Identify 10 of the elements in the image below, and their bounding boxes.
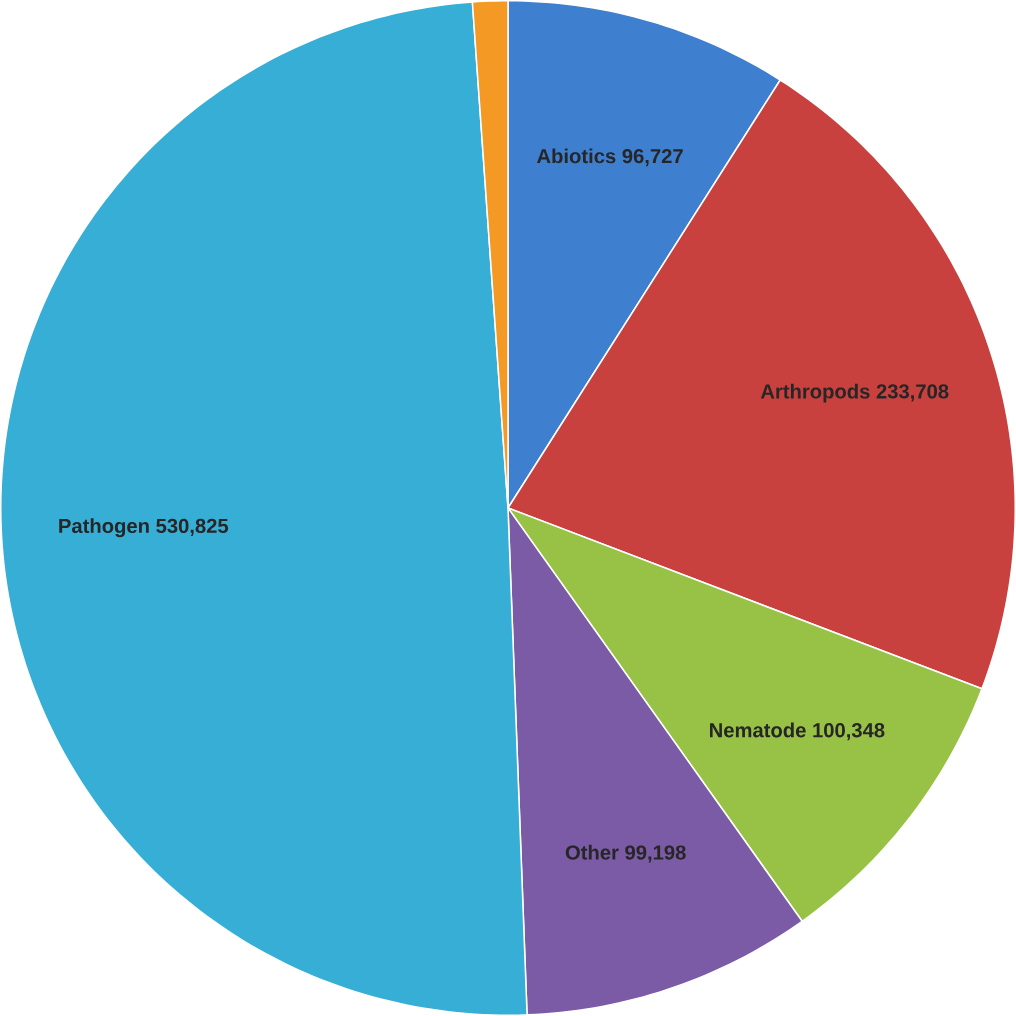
- data-label: 233,708: [876, 384, 949, 402]
- data-label: 100,348: [813, 723, 885, 741]
- data-label: 530,825: [156, 518, 229, 536]
- slice-label: Abiotics: [536, 148, 616, 164]
- data-label: 96,727: [622, 148, 683, 167]
- data-label: 99,198: [625, 845, 686, 863]
- slice-label: Nematode: [710, 722, 806, 738]
- slice-label: Pathogen: [59, 518, 149, 538]
- slice-label: Other: [565, 844, 619, 860]
- slice-label: Arthropods: [760, 383, 870, 403]
